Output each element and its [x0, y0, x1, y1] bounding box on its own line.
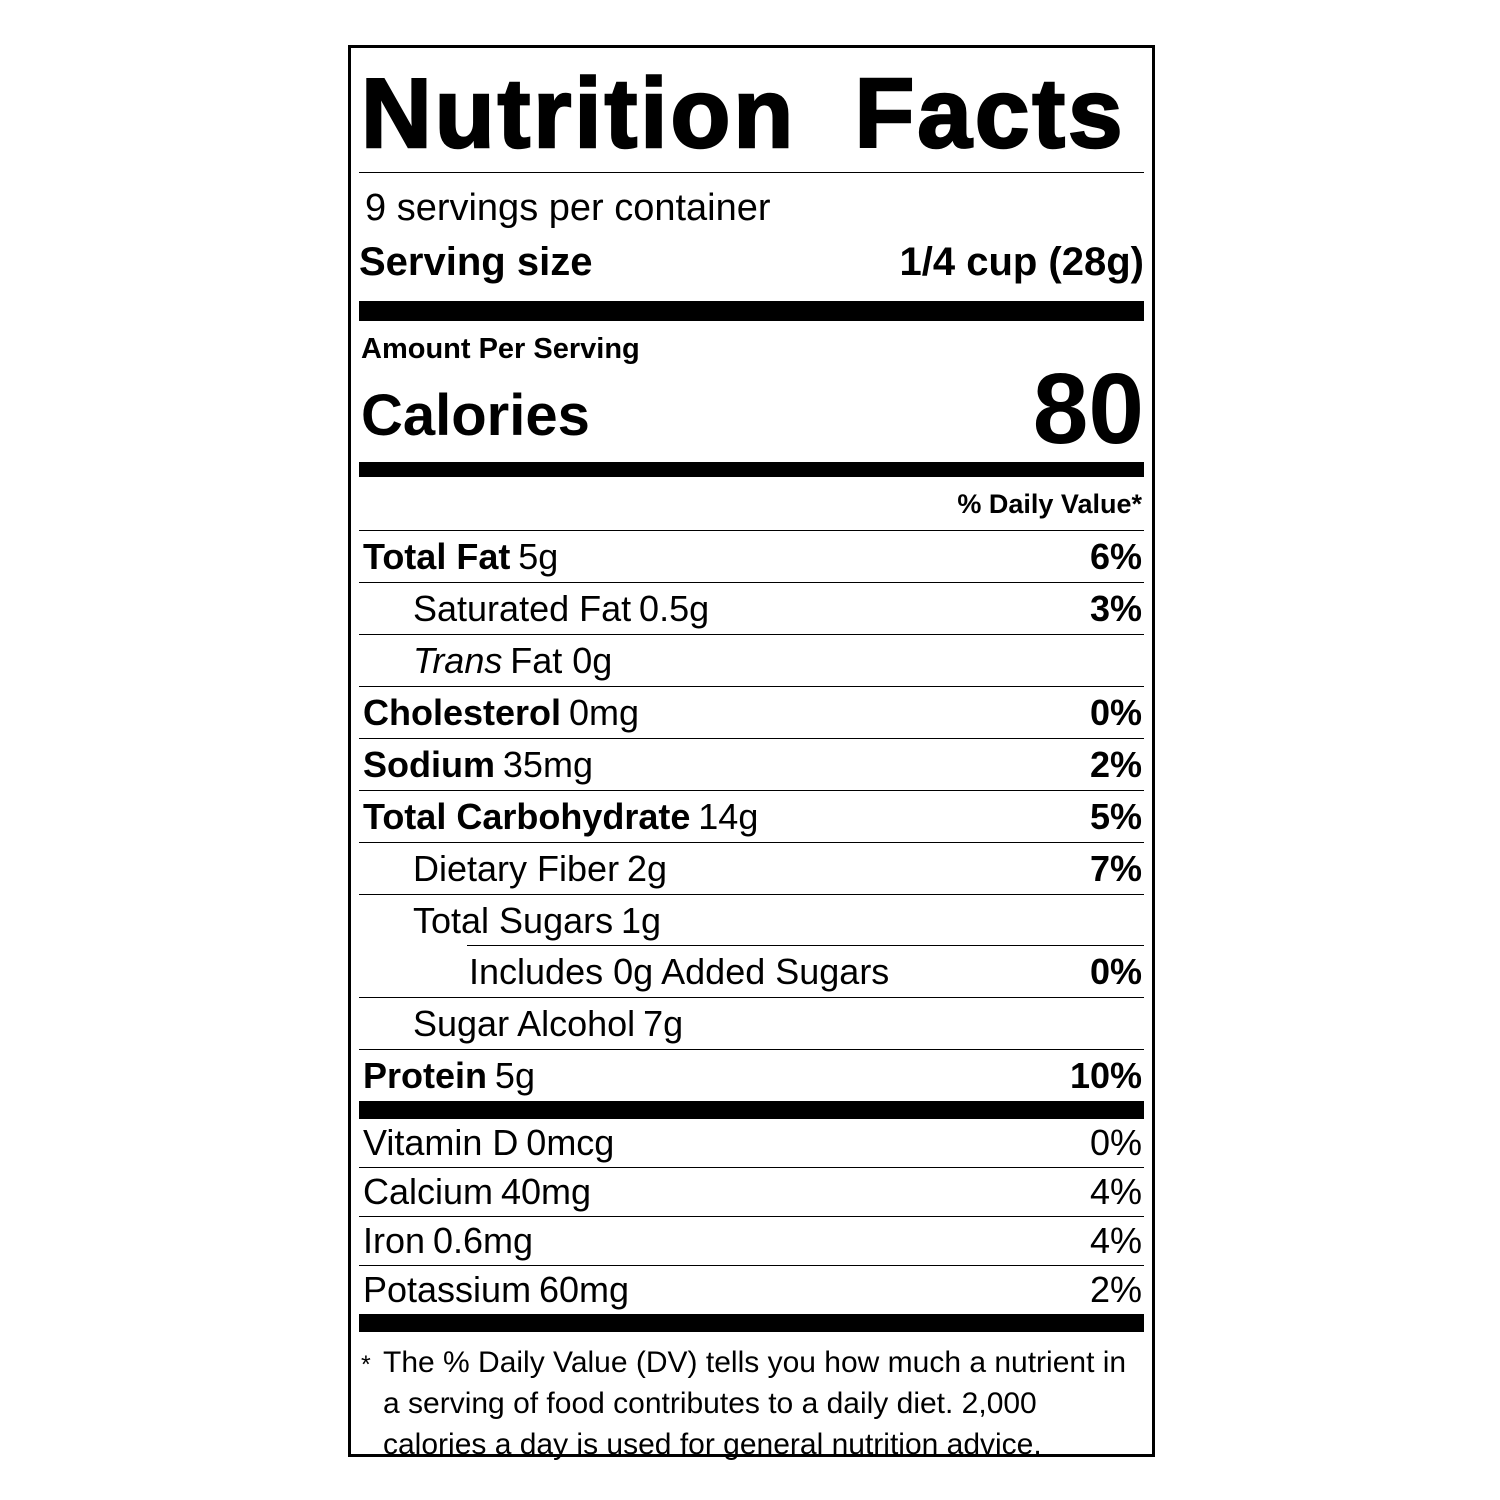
nutrient-dv: 0%	[1089, 692, 1142, 733]
nutrient-dv: 0%	[1089, 1122, 1142, 1163]
nutrient-row-dietary-fiber: Dietary Fiber 2g 7%	[359, 842, 1144, 894]
nutrient-amount: 35mg	[502, 744, 593, 785]
amount-per-serving-label: Amount Per Serving	[361, 333, 640, 365]
nutrient-name: Potassium	[363, 1269, 532, 1310]
nutrient-name: Total Sugars	[413, 900, 614, 941]
nutrient-row-added-sugars: Includes 0g Added Sugars 0%	[359, 945, 1144, 997]
daily-value-header: % Daily Value*	[359, 477, 1144, 531]
nutrient-rows: Total Fat 5g 6% Saturated Fat 0.5g 3% Tran…	[359, 531, 1144, 1101]
nutrition-facts-label: Nutrition Facts 9 servings per container…	[348, 45, 1155, 1461]
nutrient-dv: 3%	[1089, 588, 1142, 629]
nutrient-name: Iron	[363, 1220, 426, 1261]
nutrient-row-sodium: Sodium 35mg 2%	[359, 738, 1144, 790]
nutrient-dv: 2%	[1089, 1269, 1142, 1310]
nutrient-name: Calcium	[363, 1171, 494, 1212]
serving-size-row: Serving size 1/4 cup (28g)	[359, 232, 1144, 301]
nutrient-row-trans-fat: Trans Fat 0g	[359, 634, 1144, 686]
label-title: Nutrition Facts	[360, 58, 1126, 168]
nutrient-amount: Fat 0g	[510, 640, 613, 681]
micronutrient-rows: Vitamin D 0mcg 0% Calcium 40mg 4% Iron 0.6m…	[359, 1119, 1144, 1314]
title-divider	[359, 172, 1144, 173]
nutrient-row-iron: Iron 0.6mg 4%	[359, 1216, 1144, 1265]
nutrient-dv: 4%	[1089, 1171, 1142, 1212]
nutrient-row-sugar-alcohol: Sugar Alcohol 7g	[359, 997, 1144, 1049]
nutrient-name: Sodium	[363, 744, 495, 785]
servings-per-container: 9 servings per container	[365, 187, 771, 229]
thick-separator-top	[359, 301, 1144, 321]
nutrient-name: Total Fat	[363, 536, 511, 577]
nutrient-row-potassium: Potassium 60mg 2%	[359, 1265, 1144, 1314]
nutrient-name: Dietary Fiber	[413, 848, 620, 889]
nutrient-amount: 0.6mg	[432, 1220, 534, 1261]
footnote-asterisk: *	[361, 1351, 371, 1379]
nutrient-dv: 7%	[1089, 848, 1142, 889]
nutrient-amount: 5g	[494, 1055, 535, 1096]
serving-size-label: Serving size	[359, 240, 593, 284]
nutrient-name: Trans	[413, 640, 503, 681]
nutrient-amount: 0.5g	[639, 588, 710, 629]
nutrient-amount: 2g	[626, 848, 668, 889]
nutrient-name: Protein	[363, 1055, 488, 1096]
indented-divider	[467, 945, 1144, 946]
nutrient-row-cholesterol: Cholesterol 0mg 0%	[359, 686, 1144, 738]
thick-separator-bottom	[359, 1314, 1144, 1332]
nutrient-row-vitamin-d: Vitamin D 0mcg 0%	[359, 1119, 1144, 1167]
nutrient-dv: 2%	[1089, 744, 1142, 785]
nutrient-dv: 5%	[1089, 796, 1142, 837]
nutrient-name: Includes 0g Added Sugars	[469, 951, 890, 992]
nutrient-row-saturated-fat: Saturated Fat 0.5g 3%	[359, 582, 1144, 634]
nutrient-row-total-sugars: Total Sugars 1g	[359, 894, 1144, 946]
thick-separator-protein	[359, 1101, 1144, 1119]
nutrient-amount: 0mg	[568, 692, 639, 733]
nutrient-name: Vitamin D	[363, 1122, 519, 1163]
nutrient-dv: 0%	[1089, 951, 1142, 992]
calories-value: 80	[1032, 353, 1144, 465]
medium-separator-calories	[359, 462, 1144, 477]
nutrient-amount: 0mcg	[526, 1122, 615, 1163]
nutrient-amount: 5g	[518, 536, 559, 577]
nutrient-name: Cholesterol	[363, 692, 562, 733]
nutrient-amount: 60mg	[538, 1269, 630, 1310]
serving-size-value: 1/4 cup (28g)	[899, 240, 1144, 284]
nutrient-name: Total Carbohydrate	[363, 796, 691, 837]
nutrient-dv: 4%	[1089, 1220, 1142, 1261]
nutrient-dv: 10%	[1069, 1055, 1142, 1096]
nutrient-amount: 14g	[698, 796, 759, 837]
nutrient-amount: 7g	[643, 1003, 684, 1044]
calories-row: Calories 80	[359, 353, 1144, 465]
nutrient-amount: 1g	[621, 900, 662, 941]
nutrient-row-total-fat: Total Fat 5g 6%	[359, 531, 1144, 582]
nutrient-name: Saturated Fat	[413, 588, 632, 629]
nutrient-amount: 40mg	[500, 1171, 591, 1212]
nutrient-dv: 6%	[1089, 536, 1142, 577]
footnote-text: The % Daily Value (DV) tells you how muc…	[383, 1346, 1127, 1461]
nutrient-row-protein: Protein 5g 10%	[359, 1049, 1144, 1101]
calories-label: Calories	[361, 383, 590, 448]
footnote: * The % Daily Value (DV) tells you how m…	[359, 1332, 1144, 1465]
nutrient-row-total-carbohydrate: Total Carbohydrate 14g 5%	[359, 790, 1144, 842]
nutrient-name: Sugar Alcohol	[413, 1003, 636, 1044]
nutrient-row-calcium: Calcium 40mg 4%	[359, 1167, 1144, 1216]
